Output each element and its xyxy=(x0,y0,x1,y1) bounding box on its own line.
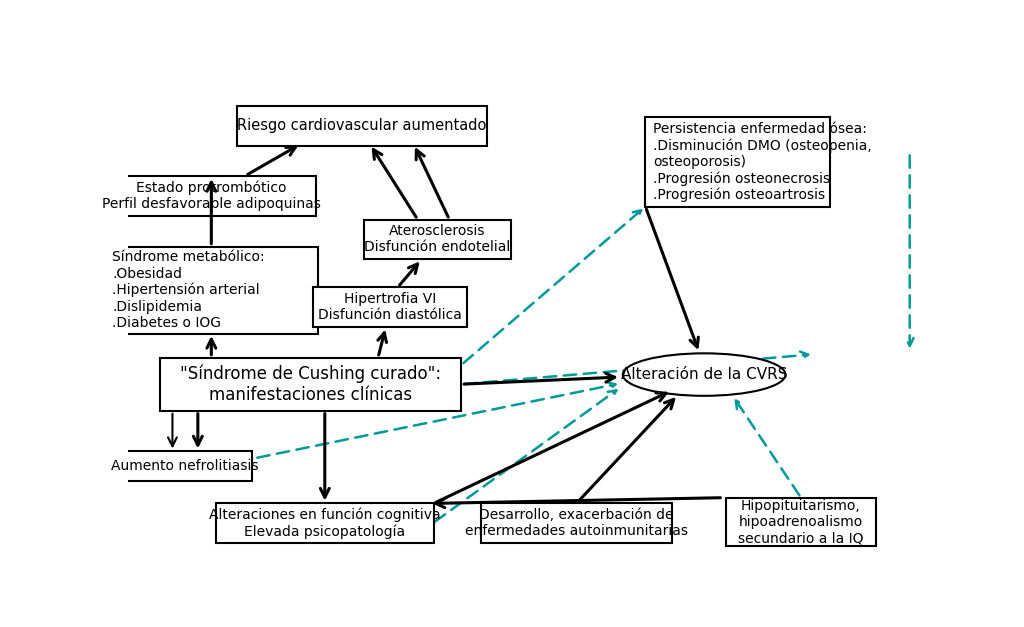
FancyBboxPatch shape xyxy=(238,106,487,145)
Text: Persistencia enfermedad ósea:
.Disminución DMO (osteopenia,
osteoporosis)
.Progr: Persistencia enfermedad ósea: .Disminuci… xyxy=(653,122,872,203)
Text: Hipopituitarismo,
hipoadrenoalismo
secundario a la IQ: Hipopituitarismo, hipoadrenoalismo secun… xyxy=(738,498,863,545)
FancyBboxPatch shape xyxy=(106,176,316,216)
Text: Aumento nefrolitiasis: Aumento nefrolitiasis xyxy=(112,460,259,473)
Text: Riesgo cardiovascular aumentado: Riesgo cardiovascular aumentado xyxy=(238,119,486,134)
FancyBboxPatch shape xyxy=(365,219,511,259)
FancyBboxPatch shape xyxy=(726,498,877,546)
Text: Síndrome metabólico:
.Obesidad
.Hipertensión arterial
.Dislipidemia
.Diabetes o : Síndrome metabólico: .Obesidad .Hiperten… xyxy=(112,250,265,330)
Text: Hipertrofia VI
Disfunción diastólica: Hipertrofia VI Disfunción diastólica xyxy=(317,292,462,322)
FancyBboxPatch shape xyxy=(160,357,462,411)
FancyBboxPatch shape xyxy=(481,503,672,543)
Text: Desarrollo, exacerbación de
enfermedades autoinmunitarias: Desarrollo, exacerbación de enfermedades… xyxy=(465,508,688,539)
FancyBboxPatch shape xyxy=(645,117,829,207)
Text: Alteración de la CVRS: Alteración de la CVRS xyxy=(621,367,787,382)
Text: "Síndrome de Cushing curado":
manifestaciones clínicas: "Síndrome de Cushing curado": manifestac… xyxy=(180,364,441,404)
FancyBboxPatch shape xyxy=(216,503,434,543)
FancyBboxPatch shape xyxy=(104,246,318,334)
Text: Estado protrombótico
Perfil desfavorable adipoquinas: Estado protrombótico Perfil desfavorable… xyxy=(102,181,321,211)
FancyBboxPatch shape xyxy=(312,287,467,327)
Ellipse shape xyxy=(623,354,785,396)
Text: Aterosclerosis
Disfunción endotelial: Aterosclerosis Disfunción endotelial xyxy=(365,224,511,255)
FancyBboxPatch shape xyxy=(119,451,252,482)
Text: Alteraciones en función cognitiva
Elevada psicopatología: Alteraciones en función cognitiva Elevad… xyxy=(209,508,440,539)
